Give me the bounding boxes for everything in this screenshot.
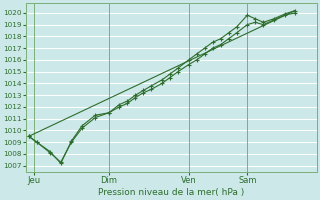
X-axis label: Pression niveau de la mer( hPa ): Pression niveau de la mer( hPa ) (98, 188, 244, 197)
